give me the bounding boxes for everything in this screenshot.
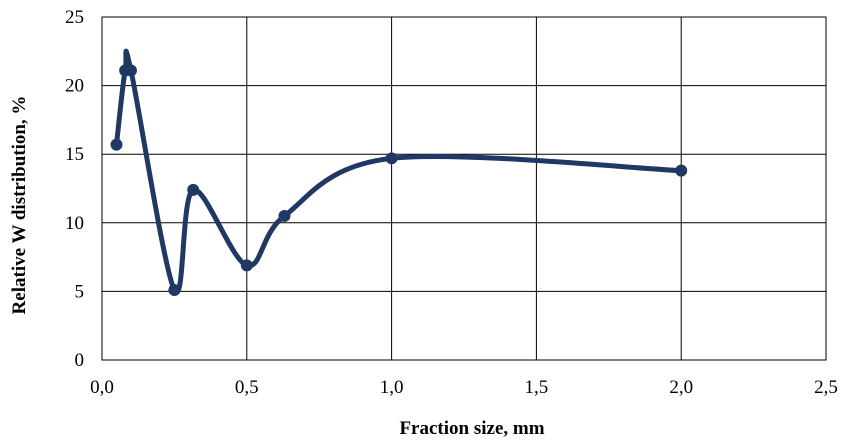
x-tick-label: 0,0 bbox=[90, 377, 114, 398]
data-point bbox=[168, 284, 181, 297]
grid bbox=[101, 16, 827, 361]
x-tick-label: 2,0 bbox=[669, 377, 693, 398]
x-tick-label: 1,0 bbox=[380, 377, 404, 398]
y-tick-labels: 0 5 10 15 20 25 bbox=[65, 7, 84, 371]
y-tick-label: 5 bbox=[75, 281, 85, 302]
data-point bbox=[124, 64, 137, 77]
data-point bbox=[675, 164, 688, 177]
y-tick-label: 10 bbox=[65, 213, 84, 234]
series-markers bbox=[110, 64, 688, 297]
data-point bbox=[278, 209, 291, 222]
y-axis-title: Relative W distribution, % bbox=[9, 96, 30, 315]
x-tick-labels: 0,0 0,5 1,0 1,5 2,0 2,5 bbox=[90, 377, 838, 398]
data-point bbox=[385, 152, 398, 165]
y-tick-label: 20 bbox=[65, 76, 84, 97]
x-tick-label: 1,5 bbox=[525, 377, 549, 398]
data-point bbox=[110, 138, 123, 151]
series-line bbox=[113, 48, 684, 295]
plot-area-border bbox=[101, 16, 827, 361]
x-tick-label: 0,5 bbox=[235, 377, 259, 398]
y-tick-label: 0 bbox=[75, 350, 85, 371]
data-point bbox=[240, 259, 253, 272]
y-tick-label: 15 bbox=[65, 144, 84, 165]
y-tick-label: 25 bbox=[65, 7, 84, 28]
data-point bbox=[187, 183, 200, 196]
x-axis-title: Fraction size, mm bbox=[399, 418, 544, 439]
x-tick-label: 2,5 bbox=[814, 377, 838, 398]
